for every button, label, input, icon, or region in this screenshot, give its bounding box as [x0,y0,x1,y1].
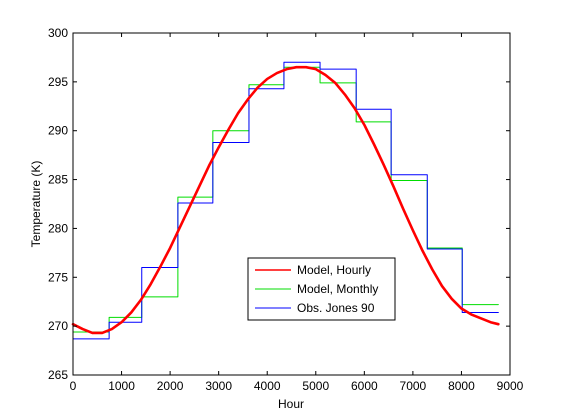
x-tick-label: 0 [70,379,77,393]
legend-label-obs-jones-90: Obs. Jones 90 [297,301,375,315]
legend-label-model-hourly: Model, Hourly [297,263,371,277]
axes-layer [72,32,511,376]
y-tick-label: 285 [48,173,68,187]
plot-area [73,33,510,375]
legend: Model, Hourly Model, Monthly Obs. Jones … [247,257,396,321]
x-tick-label: 5000 [302,379,329,393]
y-tick-label: 290 [48,124,68,138]
x-tick-label: 3000 [205,379,232,393]
y-tick-label: 270 [48,319,68,333]
y-tick-label: 300 [48,26,68,40]
x-axis-label: Hour [278,397,304,411]
series-line-obs-jones-90 [72,61,499,340]
y-tick-label: 275 [48,270,68,284]
x-tick-label: 4000 [254,379,281,393]
legend-label-model-monthly: Model, Monthly [297,282,378,296]
series-layer [71,61,500,340]
x-tick-label: 7000 [400,379,427,393]
x-tick-label: 2000 [157,379,184,393]
y-tick-label: 280 [48,221,68,235]
x-tick-label: 1000 [108,379,135,393]
x-tick-label: 8000 [448,379,475,393]
axes-frame [72,32,511,376]
x-tick-label: 9000 [497,379,524,393]
x-tick-label: 6000 [351,379,378,393]
series-line-model-hourly [71,65,500,335]
y-tick-label: 265 [48,368,68,382]
y-axis-label: Temperature (K) [29,161,43,248]
ticks-layer: 0 1000 2000 3000 4000 5000 6000 7000 8000 9000 265… [48,26,524,393]
y-tick-label: 295 [48,75,68,89]
